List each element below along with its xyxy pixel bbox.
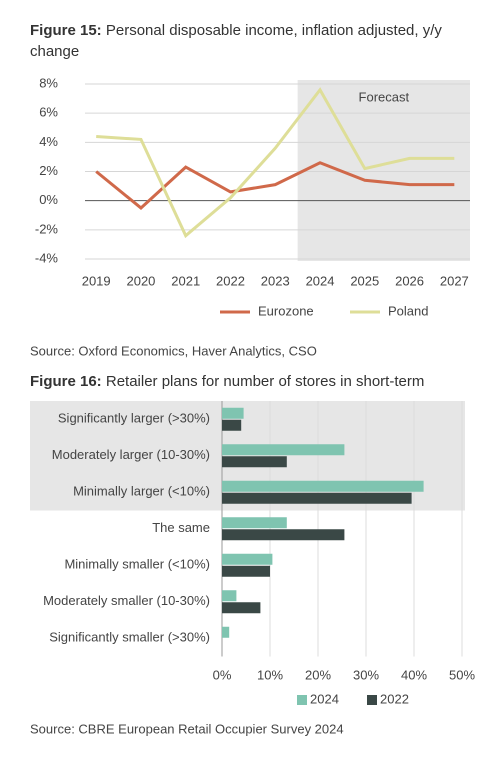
bar	[222, 553, 273, 565]
x-tick-label: 2027	[440, 273, 469, 288]
series-line	[95, 161, 455, 210]
bar	[222, 444, 345, 456]
category-label: Significantly smaller (>30%)	[49, 630, 210, 645]
bar	[222, 517, 287, 529]
x-tick-label: 10%	[257, 667, 283, 682]
y-tick-label: 2%	[39, 163, 58, 178]
figure-number: Figure 15:	[30, 22, 102, 39]
x-tick-label: 20%	[305, 667, 331, 682]
x-tick-label: 2020	[126, 273, 155, 288]
bar	[222, 590, 237, 602]
x-tick-label: 40%	[401, 667, 427, 682]
category-label: Minimally smaller (<10%)	[64, 557, 210, 572]
category-label: Moderately smaller (10-30%)	[43, 593, 210, 608]
title-text: Retailer plans for number of stores in s…	[105, 373, 425, 390]
legend-label: 2022	[380, 691, 409, 706]
legend-label: 2024	[310, 691, 339, 706]
y-tick-label: 6%	[39, 105, 58, 120]
x-tick-label: 2022	[216, 273, 245, 288]
y-tick-label: -4%	[35, 250, 59, 265]
bar	[222, 480, 424, 492]
legend-label: Eurozone	[258, 303, 314, 318]
y-tick-label: 4%	[39, 134, 58, 149]
series-line	[96, 87, 455, 239]
title-text: Personal disposable income, inflation ad…	[30, 22, 442, 60]
bar	[222, 565, 270, 577]
legend-swatch	[297, 695, 307, 705]
bar	[222, 492, 412, 504]
category-label: Moderately larger (10-30%)	[52, 447, 210, 462]
category-label: Significantly larger (>30%)	[58, 411, 210, 426]
category-label: The same	[152, 520, 210, 535]
bar	[222, 419, 242, 431]
source-note: Source: CBRE European Retail Occupier Su…	[30, 721, 344, 736]
bar	[222, 529, 345, 541]
forecast-label: Forecast	[359, 89, 410, 104]
x-tick-label: 2023	[261, 273, 290, 288]
legend-swatch	[367, 695, 377, 705]
bar	[222, 407, 244, 419]
highlight-band	[30, 401, 465, 511]
x-tick-label: 2026	[395, 273, 424, 288]
bar	[222, 602, 261, 614]
x-tick-label: 2025	[350, 273, 379, 288]
legend-label: Poland	[388, 303, 428, 318]
bar	[222, 456, 287, 468]
bar	[222, 626, 230, 638]
source-note: Source: Oxford Economics, Haver Analytic…	[30, 343, 317, 358]
y-tick-label: -2%	[35, 221, 59, 236]
x-tick-label: 30%	[353, 667, 379, 682]
forecast-shade	[297, 80, 470, 261]
figure-title: Figure 16: Retailer plans for number of …	[30, 371, 470, 392]
x-tick-label: 2019	[82, 273, 111, 288]
x-tick-label: 50%	[449, 667, 475, 682]
y-tick-label: 0%	[39, 192, 58, 207]
x-tick-label: 0%	[213, 667, 232, 682]
x-tick-label: 2021	[171, 273, 200, 288]
category-label: Minimally larger (<10%)	[73, 484, 210, 499]
y-tick-label: 8%	[39, 75, 58, 90]
figure-title: Figure 15: Personal disposable income, i…	[30, 20, 470, 62]
x-tick-label: 2024	[306, 273, 335, 288]
figure-number: Figure 16:	[30, 373, 102, 390]
